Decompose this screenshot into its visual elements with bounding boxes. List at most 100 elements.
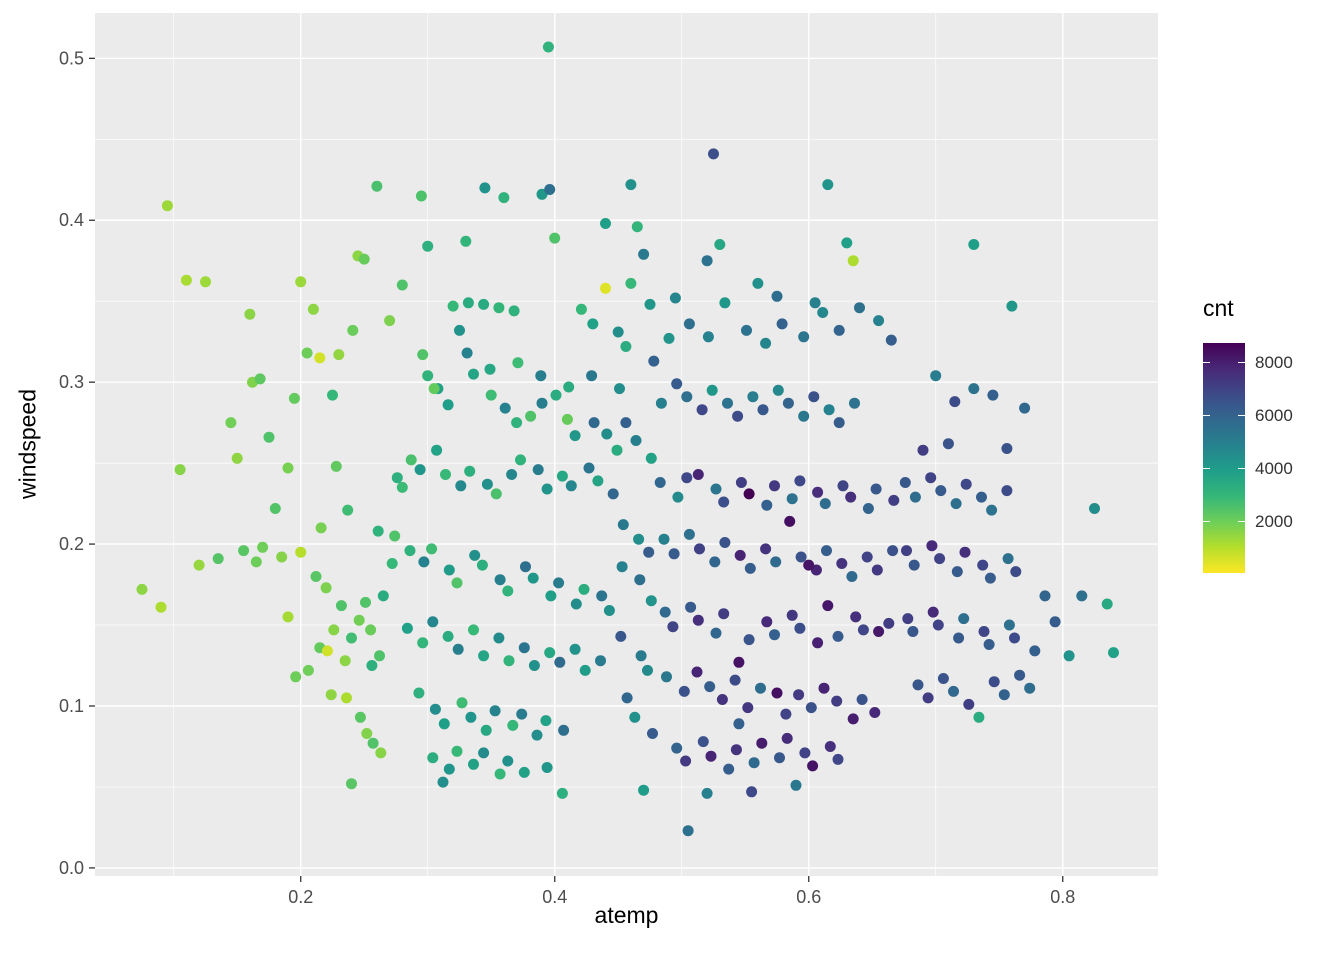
data-point: [374, 650, 385, 662]
data-point: [404, 545, 416, 557]
data-point: [366, 660, 378, 671]
data-point: [569, 643, 581, 655]
data-point: [558, 724, 570, 736]
data-point: [553, 577, 565, 589]
data-point: [335, 600, 347, 612]
data-point: [263, 431, 275, 443]
data-point: [716, 694, 728, 705]
data-point: [808, 391, 820, 403]
data-point: [907, 626, 919, 637]
data-point: [817, 307, 829, 318]
data-point: [301, 347, 313, 359]
data-point: [885, 334, 897, 346]
data-point: [998, 689, 1010, 701]
data-point: [683, 318, 695, 330]
data-point: [949, 396, 961, 408]
x-tick-label: 0.2: [288, 887, 313, 907]
data-point: [527, 572, 539, 584]
y-tick-label: 0.1: [59, 696, 84, 716]
data-point: [869, 707, 881, 718]
legend-tick-mark: [1238, 520, 1245, 522]
data-point: [873, 315, 885, 327]
data-point: [427, 616, 439, 628]
data-point: [909, 491, 921, 503]
data-point: [658, 533, 670, 545]
y-tick-label: 0.0: [59, 858, 84, 878]
data-point: [428, 383, 440, 395]
data-point: [544, 647, 556, 659]
data-point: [595, 655, 606, 667]
data-point: [1006, 300, 1018, 312]
data-point: [431, 444, 443, 456]
data-point: [342, 504, 354, 516]
data-point: [413, 687, 425, 699]
data-point: [812, 486, 824, 498]
data-point: [282, 462, 294, 474]
data-point: [718, 496, 730, 508]
data-point: [951, 566, 963, 578]
data-point: [722, 397, 733, 409]
data-point: [812, 637, 824, 649]
data-point: [819, 498, 831, 510]
data-point: [295, 546, 307, 558]
data-point: [701, 255, 713, 267]
data-point: [709, 556, 721, 568]
data-point: [771, 290, 783, 302]
data-point: [541, 483, 553, 495]
data-point: [372, 525, 384, 537]
data-point: [1003, 619, 1015, 631]
data-point: [793, 689, 805, 701]
y-tick-label: 0.2: [59, 534, 84, 554]
data-point: [616, 561, 628, 573]
data-point: [464, 465, 476, 477]
data-point: [784, 515, 796, 527]
data-point: [833, 417, 845, 429]
data-point: [422, 370, 434, 382]
data-point: [401, 622, 413, 634]
data-point: [756, 737, 768, 749]
data-point: [790, 779, 802, 791]
data-point: [307, 303, 319, 315]
data-point: [469, 549, 481, 561]
data-point: [782, 397, 794, 409]
data-point: [926, 540, 938, 552]
color-legend: cnt 2000 4000 6000 8000: [1200, 295, 1344, 615]
data-point: [741, 324, 752, 336]
data-point: [845, 491, 857, 503]
data-point: [902, 613, 914, 625]
data-point: [325, 689, 337, 701]
data-point: [502, 585, 514, 597]
data-point: [669, 292, 681, 304]
data-point: [988, 676, 1000, 688]
data-point: [663, 332, 675, 344]
data-point: [942, 438, 954, 450]
data-point: [682, 825, 694, 837]
data-point: [499, 402, 511, 414]
data-point: [361, 728, 373, 739]
data-point: [822, 600, 834, 612]
data-point: [615, 630, 627, 642]
data-point: [719, 537, 731, 548]
y-tick-label: 0.5: [59, 48, 84, 68]
data-point: [968, 383, 980, 395]
legend-tick-label: 2000: [1255, 511, 1293, 531]
data-point: [769, 480, 780, 492]
data-point: [818, 682, 830, 694]
data-point: [365, 624, 377, 636]
x-tick-label: 0.6: [796, 887, 821, 907]
data-point: [733, 656, 745, 668]
data-point: [625, 277, 637, 289]
data-point: [174, 464, 186, 476]
data-point: [339, 655, 351, 667]
data-point: [330, 460, 342, 472]
data-point: [799, 747, 811, 759]
data-point: [786, 609, 798, 621]
data-point: [883, 617, 895, 629]
data-point: [821, 545, 832, 557]
data-point: [697, 736, 709, 748]
data-point: [540, 715, 552, 727]
data-point: [908, 559, 920, 571]
data-point: [518, 766, 530, 778]
data-point: [760, 337, 772, 349]
data-point: [502, 755, 514, 767]
